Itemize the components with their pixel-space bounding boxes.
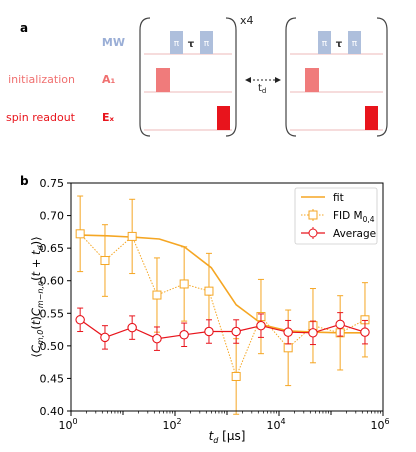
x-tick-label-base: 10 (266, 419, 280, 432)
readout-laser-pulse (365, 106, 378, 130)
pulse-block-right: π τ π (285, 17, 388, 137)
pi-label: π (204, 39, 210, 49)
average-data-point (308, 328, 318, 338)
delay-label: td (258, 83, 266, 95)
fid-data-point (127, 231, 137, 241)
fid-data-point (179, 279, 189, 289)
y-tick-label: 0.40 (40, 405, 65, 418)
pi-label: π (322, 39, 328, 49)
readout-row-label: spin readout (6, 111, 76, 124)
repeat-label: x4 (240, 14, 254, 27)
legend-fid-label: FID M0,4 (333, 210, 375, 224)
average-data-point (283, 327, 293, 337)
y-axis-label: ⟨Cm,0(t)Cm−n,n(t + td)⟩ (29, 236, 45, 357)
mw-row-label: MW (102, 36, 125, 49)
plot-series (75, 195, 370, 415)
x-axis-ticks: 100 102 104 106 (58, 411, 390, 432)
delay-arrow-right-head (275, 77, 281, 83)
fit-line (80, 234, 368, 334)
legend-fid-swatch-marker (308, 210, 318, 220)
x-tick-label-exponent: 4 (280, 417, 285, 426)
panel-b-label: b (20, 174, 29, 188)
x-tick-label-exponent: 6 (384, 417, 389, 426)
left-block-open-bracket (139, 17, 151, 137)
pulse-block-left: π τ π (139, 17, 237, 137)
average-data-point (335, 319, 345, 330)
panel-a-label: a (20, 21, 28, 35)
panel-a: a MW initialization A₁ spin readout Eₓ π… (6, 14, 388, 137)
legend-fit-label: fit (333, 192, 344, 204)
x-tick-label-base: 10 (162, 419, 176, 432)
initialization-channel-label: A₁ (102, 73, 116, 86)
mw-pi-pulse (348, 31, 361, 54)
x-tick-label: 102 (162, 417, 181, 432)
right-block-close-bracket (376, 17, 388, 137)
fid-data-point (152, 290, 162, 300)
y-axis-ticks: 0.40 0.45 0.50 0.55 0.60 0.65 0.70 0.75 (40, 177, 71, 418)
x-tick-label: 104 (266, 417, 285, 432)
y-tick-label: 0.55 (40, 307, 65, 320)
mw-pi-pulse (200, 31, 213, 54)
mw-pi-pulse (170, 31, 183, 54)
x-tick-label-exponent: 2 (176, 417, 181, 426)
fid-data-point (231, 371, 241, 381)
right-block-open-bracket (285, 17, 297, 137)
fid-data-point (204, 286, 214, 296)
fid-series-line (79, 233, 366, 378)
readout-channel-label: Eₓ (102, 111, 115, 124)
x-axis-label: td [µs] (209, 429, 246, 445)
y-tick-label: 0.50 (40, 340, 65, 353)
fid-data-point (100, 256, 110, 266)
legend-average-label: Average (333, 228, 376, 240)
init-laser-pulse (305, 68, 319, 92)
readout-laser-pulse (217, 106, 230, 130)
tau-label: τ (188, 39, 195, 50)
panel-b: b 0.400.450.500.550.600.650.700.75 100 10… (20, 174, 390, 445)
average-data-point (152, 333, 162, 344)
y-tick-label: 0.75 (40, 177, 65, 190)
y-tick-label: 0.60 (40, 275, 65, 288)
average-data-point (100, 332, 110, 343)
legend: fit FID M0,4 Average (294, 187, 378, 245)
average-data-point (360, 327, 370, 337)
pi-label: π (174, 39, 180, 49)
x-tick-label-base: 10 (58, 419, 72, 432)
y-tick-label: 0.45 (40, 372, 65, 385)
x-tick-label-exponent: 0 (72, 417, 77, 426)
plot-frame (70, 182, 384, 412)
average-data-point (256, 320, 266, 331)
average-data-point (75, 315, 85, 325)
initialization-row-label: initialization (8, 73, 75, 86)
x-tick-label: 106 (370, 417, 389, 432)
average-data-point (231, 326, 241, 337)
average-data-point (204, 326, 214, 337)
mw-pi-pulse (318, 31, 331, 54)
x-tick-label: 100 (58, 417, 77, 432)
average-data-point (127, 322, 137, 333)
tau-label: τ (336, 39, 343, 50)
delay-arrow-left-head (245, 77, 251, 83)
legend-average-swatch-marker (308, 228, 318, 238)
y-tick-label: 0.65 (40, 242, 65, 255)
delay-arrow: td (245, 77, 281, 95)
init-laser-pulse (156, 68, 170, 92)
pi-label: π (352, 39, 358, 49)
left-block-close-bracket (225, 17, 237, 137)
y-tick-label: 0.70 (40, 210, 65, 223)
average-series-line (79, 319, 366, 340)
average-data-point (179, 330, 189, 340)
fid-data-point (75, 229, 85, 239)
fid-data-point (283, 343, 293, 353)
x-tick-label-base: 10 (370, 419, 384, 432)
